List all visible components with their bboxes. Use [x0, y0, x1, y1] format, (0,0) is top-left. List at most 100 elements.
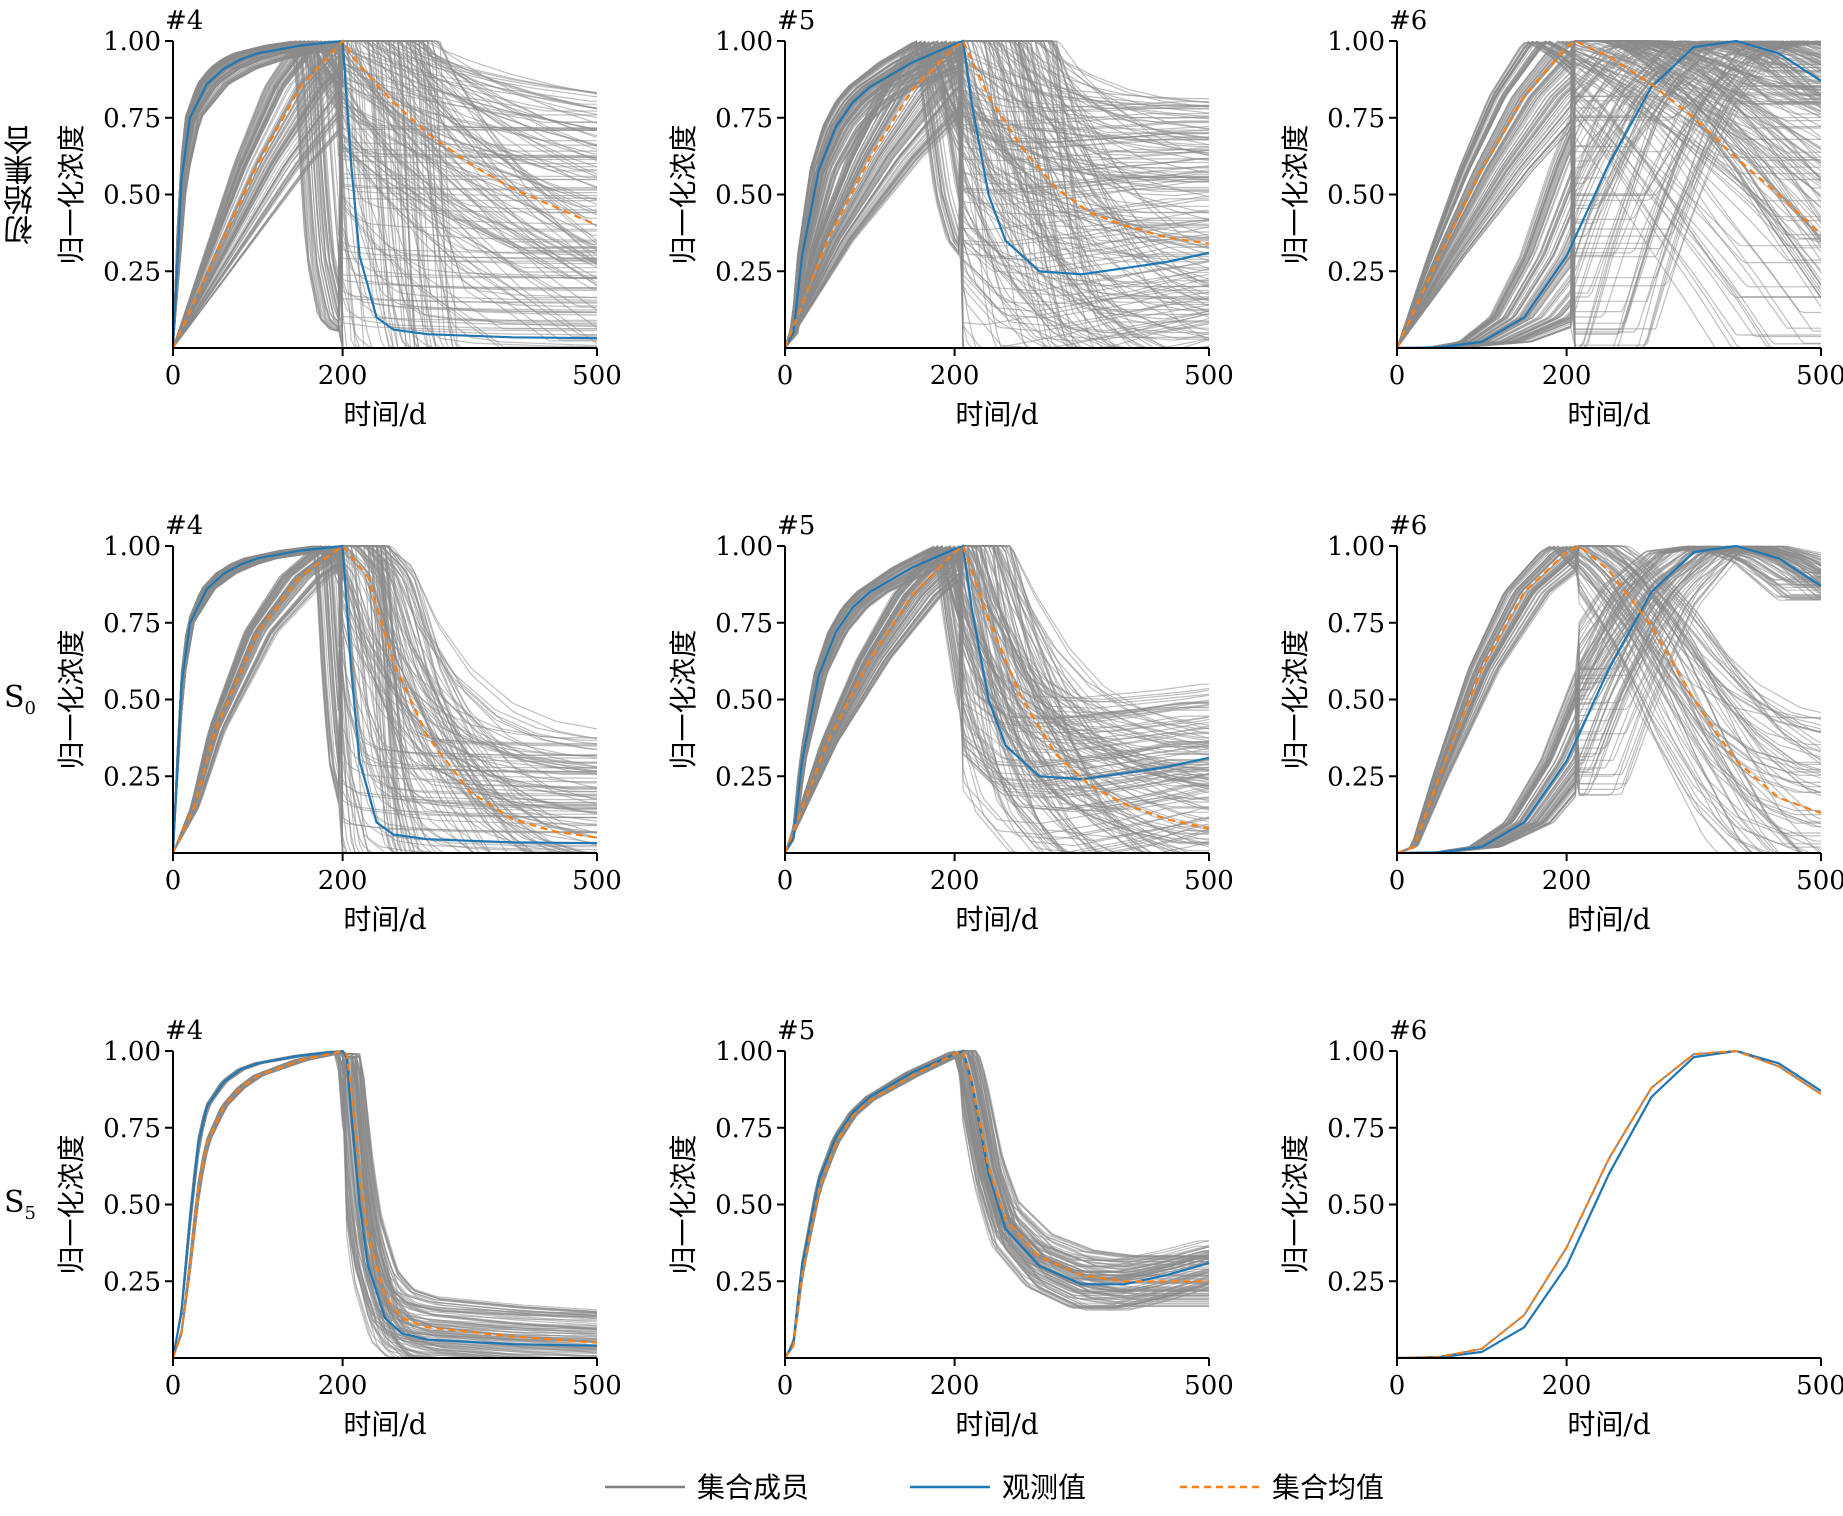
ensemble-member-line	[1397, 1050, 1821, 1358]
ensemble-member-line	[1397, 1050, 1821, 1358]
ensemble-member-line	[785, 546, 1209, 853]
ensemble-member-line	[1397, 1050, 1821, 1358]
ensemble-member-line	[1397, 1050, 1821, 1358]
ensemble-member-line	[785, 552, 1209, 853]
ensemble-member-line	[1397, 1050, 1821, 1358]
ensemble-member-line	[785, 545, 1209, 853]
row-label-s0: S0	[3, 680, 36, 719]
x-tick-label: 500	[1796, 1371, 1843, 1401]
ensemble-member-line	[1397, 43, 1821, 348]
y-tick-label: 0.75	[1327, 1114, 1385, 1144]
ensemble-member-line	[1397, 1050, 1821, 1358]
ensemble-member-line	[1397, 545, 1821, 853]
y-tick-label: 1.00	[1327, 1037, 1385, 1067]
ensemble-member-line	[1397, 1050, 1821, 1358]
ensemble-member-line	[1397, 1050, 1821, 1358]
ensemble-member-line	[1397, 1050, 1821, 1358]
ensemble-member-line	[1397, 1050, 1821, 1358]
ensemble-member-line	[173, 40, 597, 348]
ensemble-member-line	[173, 40, 597, 348]
ensemble-member-line	[785, 60, 1209, 348]
x-axis-label: 时间/d	[343, 1408, 426, 1441]
ensemble-member-line	[785, 60, 1209, 348]
ensemble-member-line	[785, 40, 1209, 348]
ensemble-member-line	[1397, 1050, 1821, 1358]
ensemble-member-line	[1397, 1050, 1821, 1358]
ensemble-member-line	[1397, 1050, 1821, 1358]
ensemble-member-line	[785, 40, 1209, 348]
legend-label: 集合均值	[1272, 1471, 1384, 1504]
ensemble-member-line	[173, 545, 597, 853]
ensemble-member-line	[173, 40, 597, 348]
ensemble-member-line	[173, 45, 597, 348]
ensemble-member-line	[173, 63, 597, 348]
subplot-title: #4	[165, 511, 203, 541]
y-tick-label: 0.50	[715, 181, 773, 211]
x-axis-label: 时间/d	[1567, 1408, 1650, 1441]
ensemble-members	[173, 39, 597, 348]
x-axis-label: 时间/d	[1567, 903, 1650, 936]
y-tick-label: 1.00	[715, 27, 773, 57]
x-tick-label: 200	[1542, 866, 1592, 896]
y-tick-label: 0.25	[715, 257, 773, 287]
ensemble-member-line	[1397, 1050, 1821, 1358]
y-axis-label: 归一化浓度	[55, 629, 88, 769]
ensemble-member-line	[1397, 1050, 1821, 1358]
x-tick-label: 500	[572, 1371, 622, 1401]
ensemble-member-line	[785, 52, 1209, 348]
ensemble-member-line	[785, 544, 1209, 853]
ensemble-member-line	[1397, 1050, 1821, 1358]
ensemble-member-line	[1397, 1050, 1821, 1358]
y-axis-label: 归一化浓度	[55, 124, 88, 264]
ensemble-member-line	[785, 545, 1209, 853]
ensemble-members	[1397, 1050, 1821, 1358]
subplot-1-1: 0.25 0.50 0.75 1.00 0 200 500 #5 时间/d 归一化浓度	[667, 511, 1234, 936]
subplot-0-1: 0.25 0.50 0.75 1.00 0 200 500 #5 时间/d 归一化浓度	[667, 6, 1234, 431]
ensemble-member-line	[1397, 545, 1821, 853]
ensemble-member-line	[1397, 1050, 1821, 1358]
ensemble-member-line	[173, 546, 597, 853]
ensemble-member-line	[1397, 1050, 1821, 1358]
ensemble-member-line	[785, 1050, 1209, 1358]
ensemble-member-line	[1397, 1050, 1821, 1358]
ensemble-member-line	[1397, 1050, 1821, 1358]
x-tick-label: 500	[1796, 361, 1843, 391]
ensemble-member-line	[1397, 1050, 1821, 1358]
y-tick-label: 0.25	[103, 762, 161, 792]
y-tick-label: 1.00	[715, 532, 773, 562]
x-tick-label: 500	[1184, 866, 1234, 896]
x-tick-label: 500	[572, 866, 622, 896]
ensemble-member-line	[1397, 545, 1821, 853]
ensemble-member-line	[1397, 54, 1821, 348]
ensemble-member-line	[173, 40, 597, 348]
ensemble-mean-line	[785, 1049, 1209, 1358]
subplot-title: #5	[777, 6, 815, 36]
ensemble-member-line	[1397, 1050, 1821, 1358]
ensemble-member-line	[1397, 1050, 1821, 1358]
ensemble-member-line	[785, 40, 1209, 348]
ensemble-member-line	[1397, 1050, 1821, 1358]
ensemble-member-line	[1397, 41, 1821, 348]
observed-line	[1397, 39, 1821, 348]
x-tick-label: 200	[930, 866, 980, 896]
ensemble-member-line	[785, 53, 1209, 348]
ensemble-member-line	[785, 545, 1209, 853]
subplot-title: #6	[1389, 511, 1427, 541]
x-tick-label: 500	[572, 361, 622, 391]
ensemble-member-line	[173, 547, 597, 853]
ensemble-member-line	[173, 40, 597, 348]
ensemble-member-line	[1397, 1050, 1821, 1358]
ensemble-mean-line	[173, 1049, 597, 1358]
x-axis-label: 时间/d	[955, 1408, 1038, 1441]
subplot-title: #4	[165, 6, 203, 36]
ensemble-member-line	[1397, 1050, 1821, 1358]
ensemble-member-line	[785, 77, 1209, 348]
y-axis-label: 归一化浓度	[667, 629, 700, 769]
ensemble-member-line	[173, 47, 597, 348]
y-tick-label: 0.75	[103, 1114, 161, 1144]
y-tick-label: 0.25	[103, 257, 161, 287]
ensemble-mean-line	[785, 39, 1209, 348]
y-tick-label: 0.50	[103, 1191, 161, 1221]
ensemble-member-line	[1397, 1050, 1821, 1358]
